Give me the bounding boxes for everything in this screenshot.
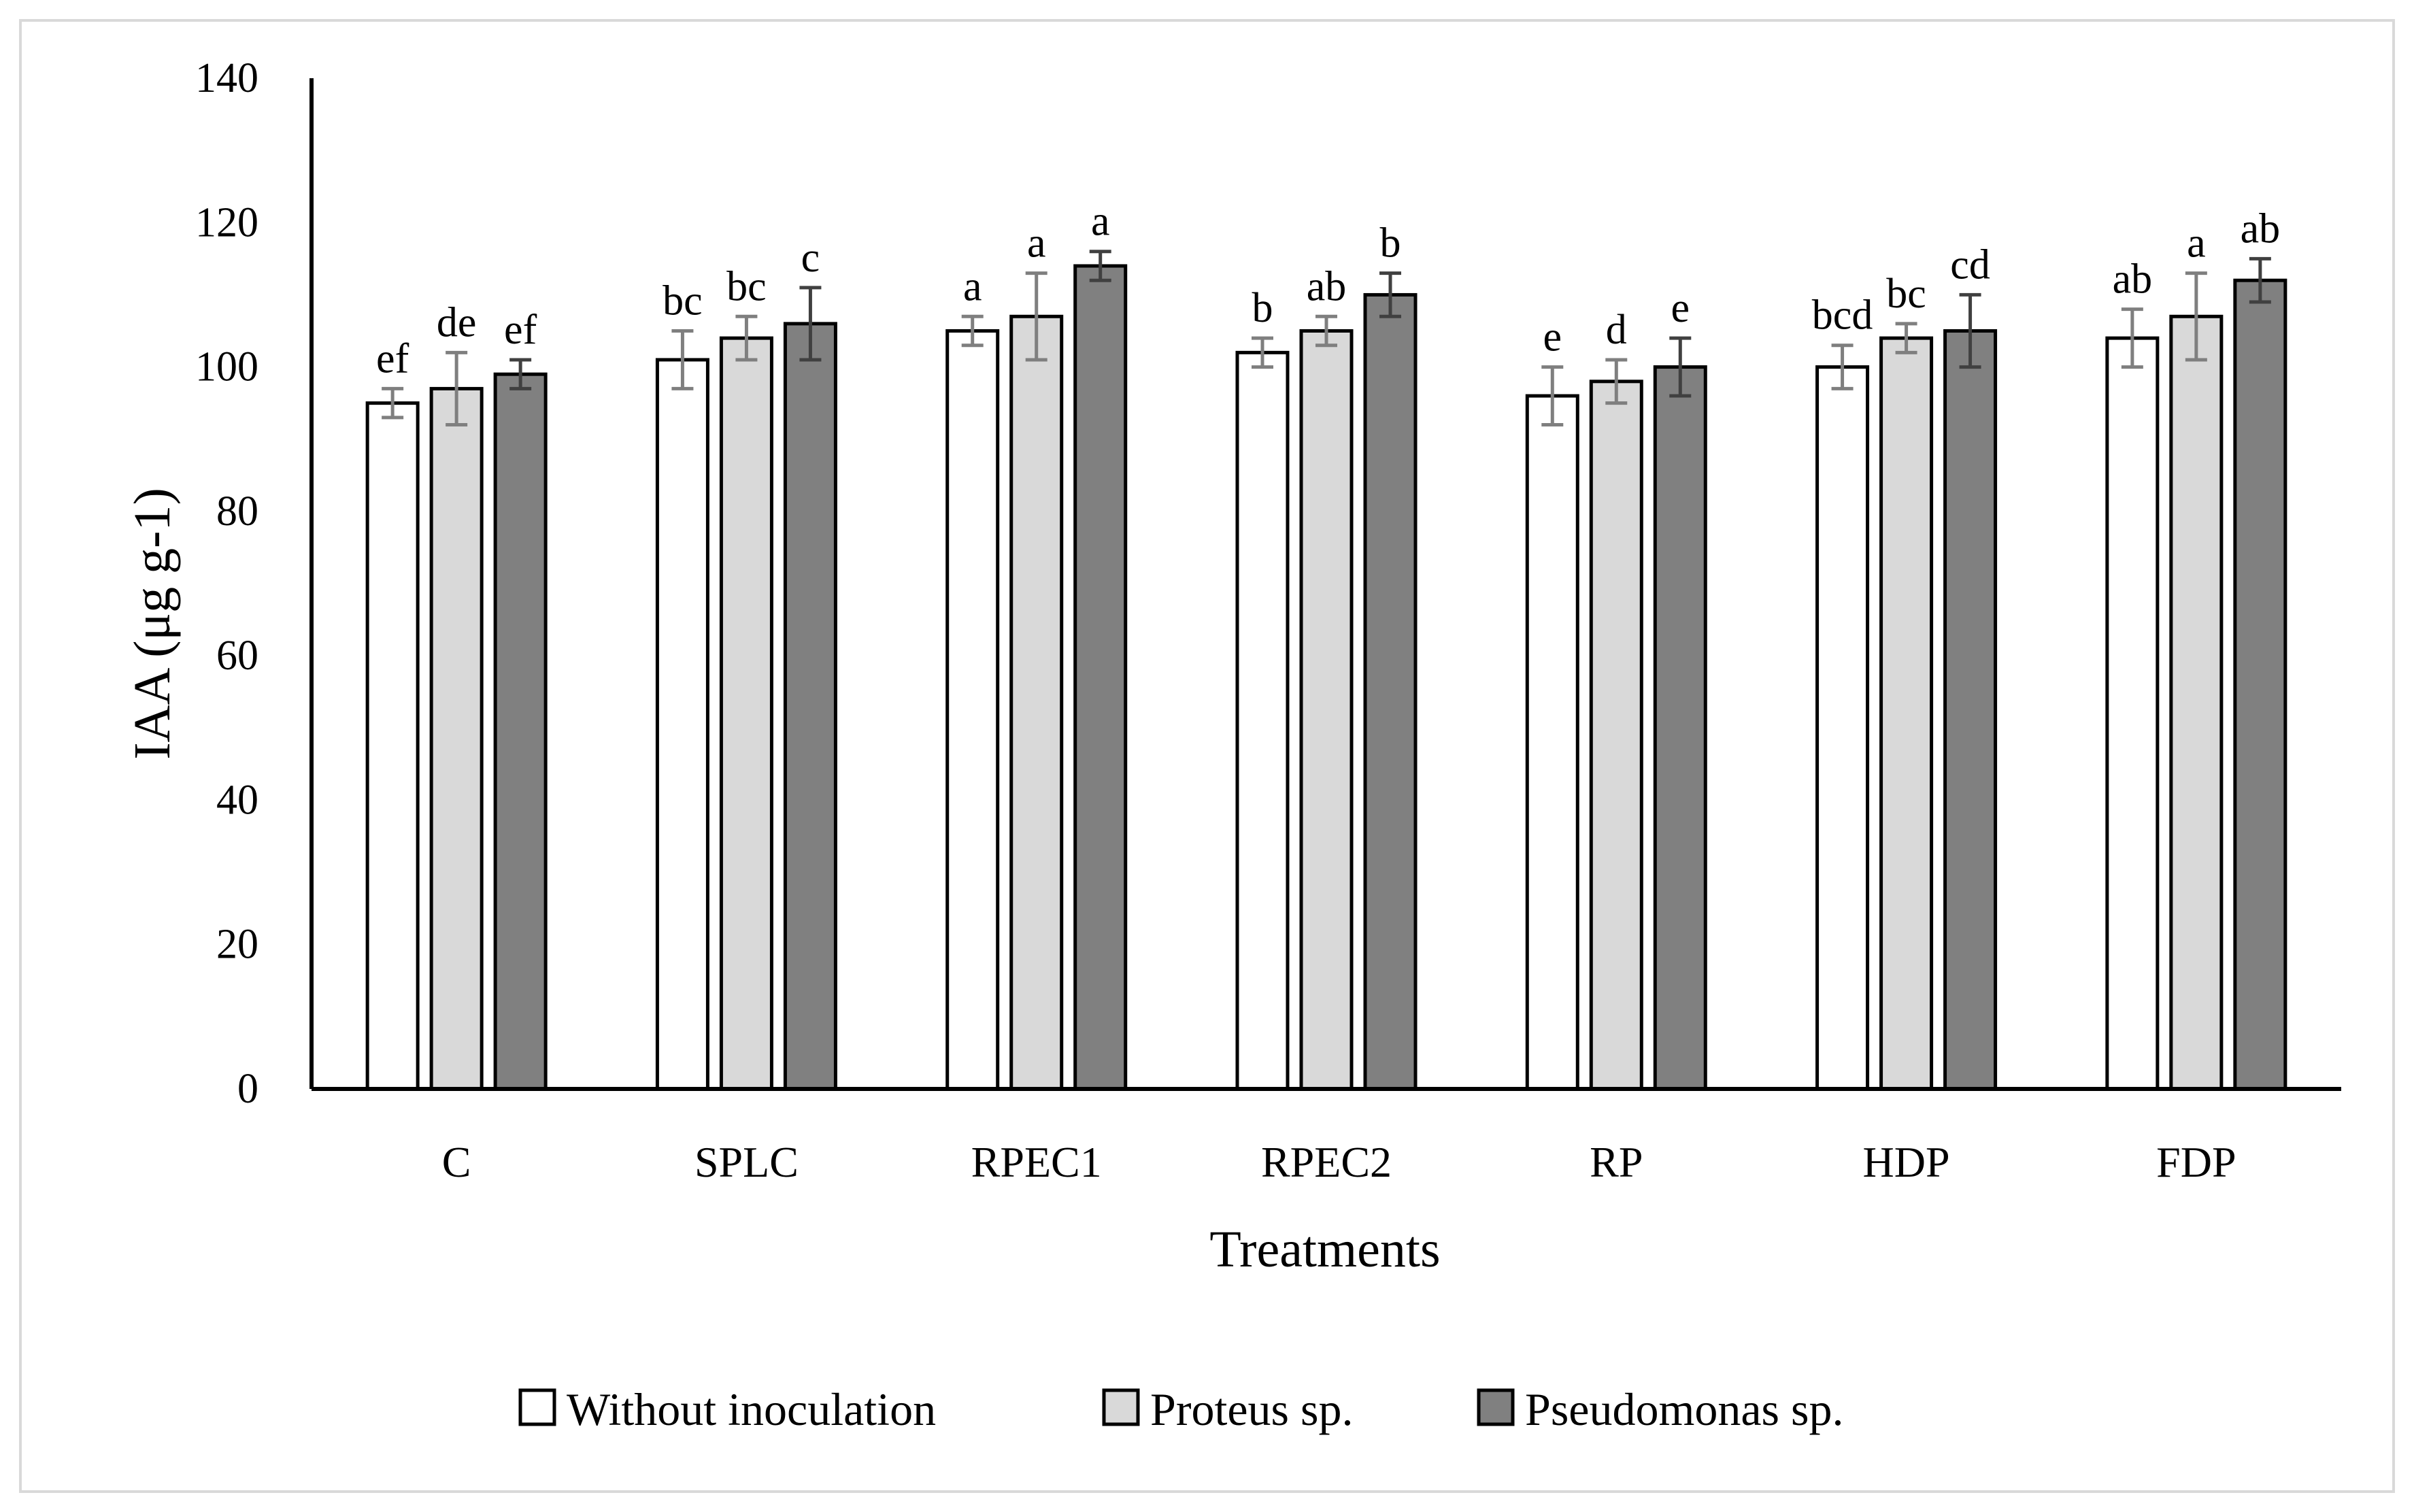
- significance-letter: a: [2187, 220, 2206, 267]
- significance-letter: a: [1091, 199, 1110, 245]
- significance-letter: bc: [726, 263, 767, 309]
- error-bar: [1315, 314, 1337, 348]
- bar: [655, 358, 709, 1091]
- error-bar: [671, 329, 694, 390]
- significance-letter: bcd: [1812, 292, 1873, 339]
- bar: [1653, 365, 1707, 1091]
- y-tick-label: 120: [195, 199, 258, 246]
- bar: [1943, 329, 1998, 1091]
- y-tick-label: 140: [195, 55, 258, 101]
- error-bar: [799, 286, 822, 362]
- y-tick-label: 40: [216, 777, 258, 823]
- error-bar: [382, 386, 404, 420]
- bar: [429, 386, 484, 1091]
- error-bar: [2249, 256, 2271, 304]
- x-category-label: RPEC2: [1261, 1138, 1392, 1186]
- x-category-label: FDP: [2156, 1138, 2236, 1186]
- bar: [365, 401, 420, 1091]
- error-bar: [1895, 322, 1917, 354]
- legend-label: Pseudomonas sp.: [1525, 1383, 1843, 1435]
- x-category-label: HDP: [1863, 1138, 1950, 1186]
- significance-letter: e: [1671, 285, 1690, 331]
- y-axis-ticks: 0 20 40 60 80 100 120 140: [195, 55, 258, 1112]
- error-bar: [2121, 307, 2143, 369]
- error-bar: [2185, 271, 2207, 362]
- error-bar: [961, 314, 984, 348]
- bar: [1815, 365, 1870, 1091]
- bar: [1009, 314, 1064, 1091]
- legend-swatch: [518, 1388, 556, 1426]
- legend-item: Pseudomonas sp.: [1477, 1383, 1843, 1435]
- legend-item: Proteus sp.: [1102, 1383, 1353, 1435]
- y-tick-label: 100: [195, 344, 258, 390]
- bars: [365, 264, 2287, 1091]
- legend-swatch: [1102, 1388, 1140, 1426]
- bar: [945, 329, 1000, 1091]
- error-bar: [446, 350, 468, 426]
- y-tick-label: 20: [216, 922, 258, 968]
- legend: Without inoculation Proteus sp. Pseudomona…: [518, 1383, 1843, 1435]
- error-bar: [1252, 336, 1273, 369]
- significance-letter: bc: [663, 278, 703, 324]
- bar: [2169, 314, 2224, 1091]
- bar: [1879, 336, 1934, 1091]
- error-bar: [1605, 358, 1628, 405]
- bar: [1589, 380, 1643, 1091]
- bar: [1363, 292, 1418, 1091]
- significance-letter: bc: [1886, 271, 1926, 317]
- significance-letter: ab: [2113, 256, 2153, 303]
- axes: [309, 78, 2341, 1091]
- significance-letter: ef: [376, 335, 409, 382]
- x-axis-categories: C SPLC RPEC1 RPEC2 RP HDP FDP: [442, 1138, 2236, 1186]
- error-bar: [1831, 343, 1854, 390]
- bar: [783, 322, 837, 1091]
- bar: [493, 372, 548, 1091]
- bar: [719, 336, 773, 1091]
- x-category-label: C: [442, 1138, 471, 1186]
- legend-swatch: [1477, 1388, 1515, 1426]
- bar: [1299, 329, 1354, 1091]
- bar: [1073, 264, 1128, 1091]
- legend-label: Without inoculation: [567, 1383, 936, 1435]
- significance-letter: ef: [504, 307, 537, 353]
- y-tick-label: 0: [237, 1066, 258, 1112]
- legend-item: Without inoculation: [518, 1383, 936, 1435]
- error-bar: [1541, 365, 1564, 426]
- error-bar: [1025, 271, 1047, 362]
- significance-letter: a: [963, 263, 982, 309]
- error-bar: [1089, 250, 1111, 282]
- y-tick-label: 80: [216, 488, 258, 535]
- significance-letter: a: [1027, 220, 1046, 267]
- x-category-label: SPLC: [694, 1138, 799, 1186]
- significance-letter: b: [1380, 220, 1401, 267]
- legend-label: Proteus sp.: [1150, 1383, 1353, 1435]
- significance-letter: b: [1252, 285, 1273, 331]
- error-bar: [735, 314, 758, 362]
- error-bar: [1379, 271, 1401, 318]
- error-bar: [1669, 336, 1692, 398]
- y-axis-title: IAA (μg g-1): [124, 488, 181, 760]
- error-bar: [1959, 292, 1981, 369]
- error-bar: [509, 358, 532, 390]
- x-category-label: RP: [1590, 1138, 1643, 1186]
- significance-letter: de: [437, 299, 477, 346]
- x-category-label: RPEC1: [971, 1138, 1102, 1186]
- y-tick-label: 60: [216, 633, 258, 679]
- significance-letter: ab: [1307, 263, 1347, 309]
- error-bars: [382, 250, 2271, 426]
- significance-letter: c: [801, 235, 820, 281]
- bar: [2105, 336, 2160, 1091]
- significance-letter: cd: [1950, 241, 1990, 288]
- significance-letter: e: [1543, 314, 1562, 360]
- bar: [1525, 394, 1579, 1091]
- significance-letter: ab: [2241, 205, 2281, 252]
- significance-letter: d: [1606, 307, 1627, 353]
- bar: [2233, 278, 2287, 1091]
- x-axis-title: Treatments: [1209, 1221, 1440, 1278]
- bar: [1235, 350, 1290, 1091]
